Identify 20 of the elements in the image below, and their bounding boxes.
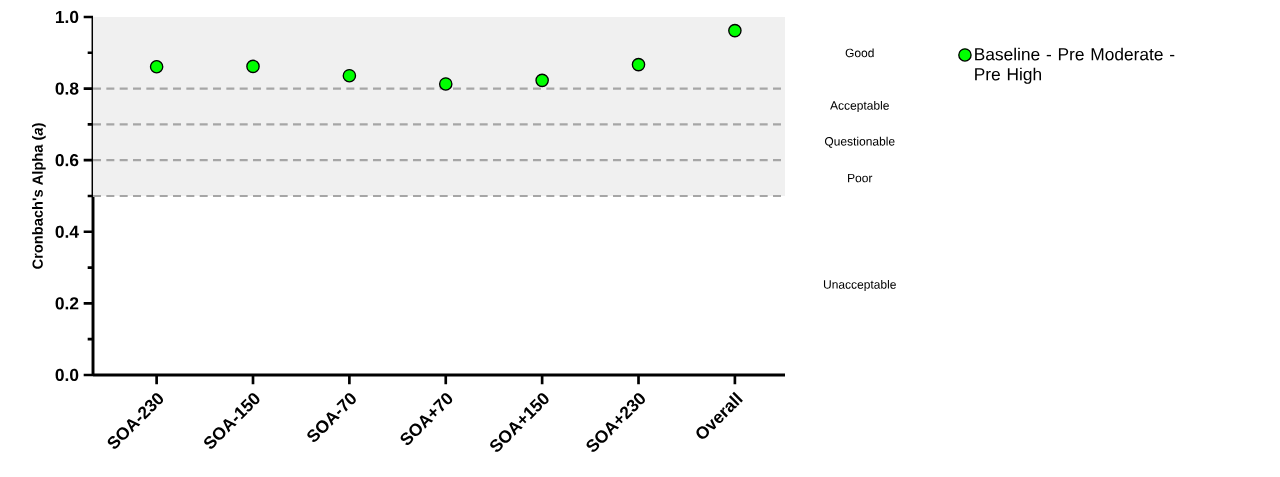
y-tick-label: 0.0 — [55, 368, 79, 382]
text: Acceptable — [830, 100, 889, 113]
text: Questionable — [824, 136, 895, 148]
y-tick-label: 0.2 — [55, 297, 79, 310]
legend-label: Baseline - Pre Moderate - Pre High — [975, 47, 1175, 84]
point — [728, 23, 742, 38]
point — [342, 68, 357, 83]
point — [246, 59, 260, 74]
y-tick-label: 0.4 — [55, 225, 79, 238]
y-axis-title: Cronbach's Alpha (a) — [32, 123, 46, 269]
text: Unacceptable — [823, 279, 896, 292]
y-tick-label: 0.6 — [55, 154, 79, 167]
point — [438, 77, 453, 91]
y-tick-label: 1.0 — [55, 10, 79, 24]
y-tick-label: 0.8 — [55, 82, 79, 95]
point — [535, 73, 549, 88]
text: Good — [845, 48, 874, 58]
point — [631, 57, 646, 72]
point — [149, 59, 164, 74]
text: Poor — [848, 173, 873, 183]
